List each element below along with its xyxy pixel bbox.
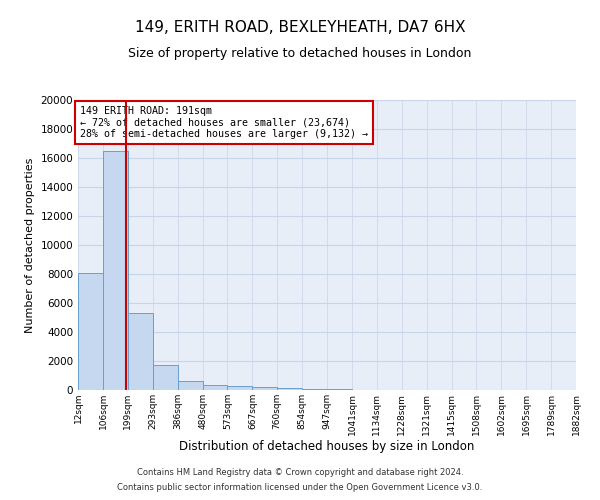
Bar [227,386,253,390]
Text: 149, ERITH ROAD, BEXLEYHEATH, DA7 6HX: 149, ERITH ROAD, BEXLEYHEATH, DA7 6HX [134,20,466,35]
X-axis label: Distribution of detached houses by size in London: Distribution of detached houses by size … [179,440,475,454]
Bar [128,313,153,390]
Bar [203,385,227,390]
Text: Contains public sector information licensed under the Open Government Licence v3: Contains public sector information licen… [118,483,482,492]
Bar [153,364,178,390]
Bar [178,380,203,390]
Bar [78,272,103,390]
Bar [103,151,128,390]
Text: Contains HM Land Registry data © Crown copyright and database right 2024.: Contains HM Land Registry data © Crown c… [137,468,463,477]
Bar [277,388,302,390]
Text: Size of property relative to detached houses in London: Size of property relative to detached ho… [128,48,472,60]
Bar [253,387,277,390]
Bar [302,389,327,390]
Y-axis label: Number of detached properties: Number of detached properties [25,158,35,332]
Text: 149 ERITH ROAD: 191sqm
← 72% of detached houses are smaller (23,674)
28% of semi: 149 ERITH ROAD: 191sqm ← 72% of detached… [80,106,368,139]
